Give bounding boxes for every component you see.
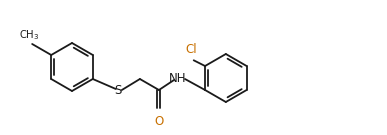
Text: CH$_3$: CH$_3$ (19, 28, 39, 42)
Text: O: O (154, 115, 164, 128)
Text: S: S (114, 84, 122, 97)
Text: NH: NH (169, 72, 187, 85)
Text: Cl: Cl (185, 43, 197, 56)
